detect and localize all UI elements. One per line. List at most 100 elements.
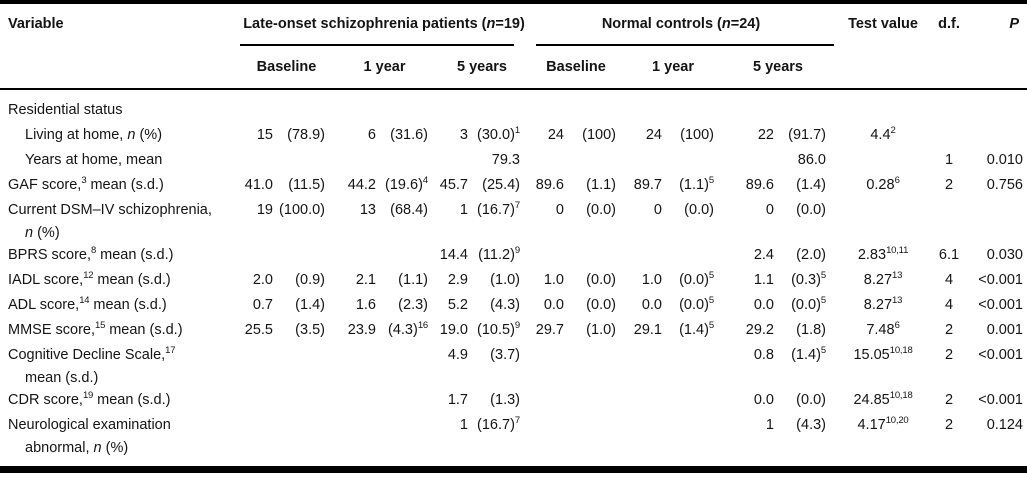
row-label: Residential status	[8, 102, 123, 118]
p-cell: 0.010	[986, 152, 1023, 168]
row-label: Cognitive Decline Scale,17 mean (s.d.)	[8, 345, 176, 386]
test-value-cell: 7.486	[866, 320, 900, 338]
p-cell: 0.001	[986, 322, 1023, 338]
df-header: d.f.	[938, 16, 960, 32]
data-cell: 0.0 (0.0)	[543, 297, 616, 313]
group1-header: Late-onset schizophrenia patients (n=19)	[243, 16, 525, 32]
data-cell: 2.9 (1.0)	[447, 272, 520, 288]
p-cell: 0.030	[986, 247, 1023, 263]
subheader-5years-1: 5 years	[457, 59, 507, 75]
p-cell: <0.001	[978, 272, 1023, 288]
data-cell: 0.0 (0.0)	[753, 392, 826, 408]
df-cell: 2	[944, 417, 954, 433]
header-rule	[0, 88, 1027, 90]
data-cell: 1.7 (1.3)	[447, 392, 520, 408]
row-label: GAF score,3 mean (s.d.)	[8, 175, 164, 193]
data-cell: 15 (78.9)	[256, 127, 325, 143]
data-cell: 0.8 (1.4)5	[753, 345, 826, 363]
data-cell: 0 (0.0)	[765, 202, 826, 218]
data-cell: 1 (16.7)7	[459, 200, 520, 218]
p-cell: <0.001	[978, 297, 1023, 313]
row-label: BPRS score,8 mean (s.d.)	[8, 245, 174, 263]
data-cell: 14.4 (11.2)9	[439, 245, 520, 263]
row-label: IADL score,12 mean (s.d.)	[8, 270, 171, 288]
data-cell: 1.0 (0.0)5	[641, 270, 714, 288]
row-label: Current DSM–IV schizophrenia, n (%)	[8, 202, 212, 241]
data-cell: 0 (0.0)	[653, 202, 714, 218]
data-cell: 23.9 (4.3)16	[347, 320, 428, 338]
row-label: CDR score,19 mean (s.d.)	[8, 390, 171, 408]
data-cell: 79.3	[491, 152, 520, 168]
df-cell: 2	[944, 322, 954, 338]
table-row: Years at home, mean 79.3 86.0 1 0.010	[0, 148, 1027, 173]
data-cell: 6 (31.6)	[367, 127, 428, 143]
data-cell: 5.2 (4.3)	[447, 297, 520, 313]
test-value-cell: 15.0510,18	[853, 345, 913, 363]
table-row: Current DSM–IV schizophrenia, n (%) 19 (100…	[0, 198, 1027, 243]
group1-underline	[240, 34, 514, 46]
test-value-header: Test value	[848, 16, 918, 32]
data-cell: 89.6 (1.4)	[745, 177, 826, 193]
test-value-cell: 24.8510,18	[853, 390, 913, 408]
top-rule	[0, 0, 1027, 4]
test-value-cell: 8.2713	[863, 295, 903, 313]
p-header: P	[1009, 16, 1019, 32]
p-cell: <0.001	[978, 392, 1023, 408]
row-label: Living at home, n (%)	[25, 127, 163, 143]
df-cell: 2	[944, 347, 954, 363]
data-cell: 45.7 (25.4)	[439, 177, 520, 193]
group-underline-row	[0, 34, 1027, 46]
data-cell: 44.2 (19.6)4	[347, 175, 428, 193]
data-cell: 29.1 (1.4)5	[633, 320, 714, 338]
table-row: MMSE score,15 mean (s.d.) 25.5 (3.5) 23.9 (4…	[0, 318, 1027, 343]
data-cell: 1 (4.3)	[765, 417, 826, 433]
group2-header: Normal controls (n=24)	[601, 16, 761, 32]
bottom-rule	[0, 466, 1027, 473]
test-value-cell: 4.42	[870, 125, 896, 143]
subheader-5years-2: 5 years	[753, 59, 803, 75]
row-label: Years at home, mean	[25, 152, 163, 168]
subheader-baseline-1: Baseline	[256, 59, 317, 75]
data-cell: 41.0 (11.5)	[244, 177, 325, 193]
table-row: BPRS score,8 mean (s.d.) 14.4 (11.2)9 2.4 (2…	[0, 243, 1027, 268]
data-cell: 22 (91.7)	[757, 127, 826, 143]
data-cell: 19 (100.0)	[256, 202, 325, 218]
data-cell: 0.0 (0.0)5	[753, 295, 826, 313]
data-cell: 1 (16.7)7	[459, 415, 520, 433]
df-cell: 6.1	[938, 247, 960, 263]
row-label: Neurological examination abnormal, n (%)	[8, 417, 171, 456]
table-row: ADL score,14 mean (s.d.) 0.7 (1.4) 1.6 (2.3)…	[0, 293, 1027, 318]
data-cell: 25.5 (3.5)	[244, 322, 325, 338]
df-cell: 2	[944, 392, 954, 408]
group-header-row: Variable Late-onset schizophrenia patien…	[0, 14, 1027, 34]
data-cell: 0 (0.0)	[555, 202, 616, 218]
data-cell: 2.1 (1.1)	[355, 272, 428, 288]
data-cell: 86.0	[797, 152, 826, 168]
data-cell: 19.0 (10.5)9	[439, 320, 520, 338]
data-cell: 1.0 (0.0)	[543, 272, 616, 288]
data-cell: 24 (100)	[645, 127, 714, 143]
data-cell: 29.2 (1.8)	[745, 322, 826, 338]
subheader-row: Baseline 1 year 5 years Baseline 1 year …	[0, 46, 1027, 88]
df-cell: 4	[944, 272, 954, 288]
data-cell: 1.6 (2.3)	[355, 297, 428, 313]
table-body: Residential status Living at home, n (%) 1…	[0, 90, 1027, 458]
data-cell: 0.0 (0.0)5	[641, 295, 714, 313]
data-cell: 24 (100)	[547, 127, 616, 143]
data-cell: 2.0 (0.9)	[252, 272, 325, 288]
df-cell: 4	[944, 297, 954, 313]
subheader-1year-2: 1 year	[652, 59, 694, 75]
data-cell: 29.7 (1.0)	[535, 322, 616, 338]
table-row: GAF score,3 mean (s.d.) 41.0 (11.5) 44.2 (19…	[0, 173, 1027, 198]
data-cell: 2.4 (2.0)	[753, 247, 826, 263]
data-cell: 13 (68.4)	[359, 202, 428, 218]
test-value-cell: 2.8310,11	[857, 245, 909, 263]
table-row: Residential status	[0, 98, 1027, 123]
table-row: Neurological examination abnormal, n (%) 1…	[0, 413, 1027, 458]
test-value-cell: 4.1710,20	[857, 415, 909, 433]
group2-underline	[536, 34, 834, 46]
p-cell: 0.124	[986, 417, 1023, 433]
data-cell: 89.6 (1.1)	[535, 177, 616, 193]
subheader-baseline-2: Baseline	[546, 59, 606, 75]
